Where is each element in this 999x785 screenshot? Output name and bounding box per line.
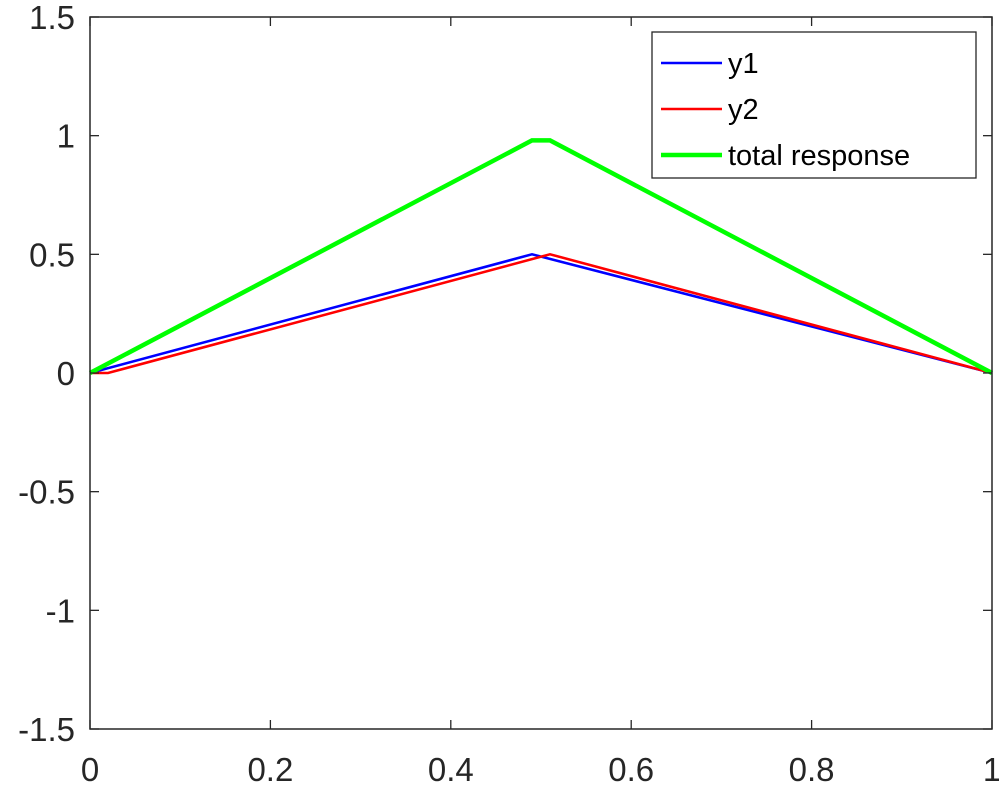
series-line-1 xyxy=(89,252,993,375)
x-tick-label: 0.6 xyxy=(608,751,654,785)
y-axis-ticks: -1.5 -1 -0.5 0 0.5 1 1.5 xyxy=(18,0,992,748)
y-tick-label: 0 xyxy=(57,355,75,392)
y-tick-label: -1 xyxy=(46,592,75,629)
y-tick-label: 1 xyxy=(57,118,75,155)
x-tick-label: 1 xyxy=(983,751,999,785)
y-tick-label: -0.5 xyxy=(18,474,75,511)
y-tick-label: 0.5 xyxy=(29,236,75,273)
y-tick-label: 1.5 xyxy=(29,0,75,36)
x-tick-label: 0.4 xyxy=(428,751,474,785)
x-tick-label: 0.8 xyxy=(789,751,835,785)
legend-label: y2 xyxy=(728,94,759,126)
series-line-3 xyxy=(88,138,994,375)
x-axis-ticks: 0 0.2 0.4 0.6 0.8 1 xyxy=(81,17,999,785)
y-tick-label: -1.5 xyxy=(18,711,75,748)
legend-label: y1 xyxy=(728,48,759,80)
legend: y1 y2 total response xyxy=(651,31,977,179)
x-tick-label: 0.2 xyxy=(247,751,293,785)
legend-label: total response xyxy=(728,140,910,172)
x-tick-label: 0 xyxy=(81,751,99,785)
